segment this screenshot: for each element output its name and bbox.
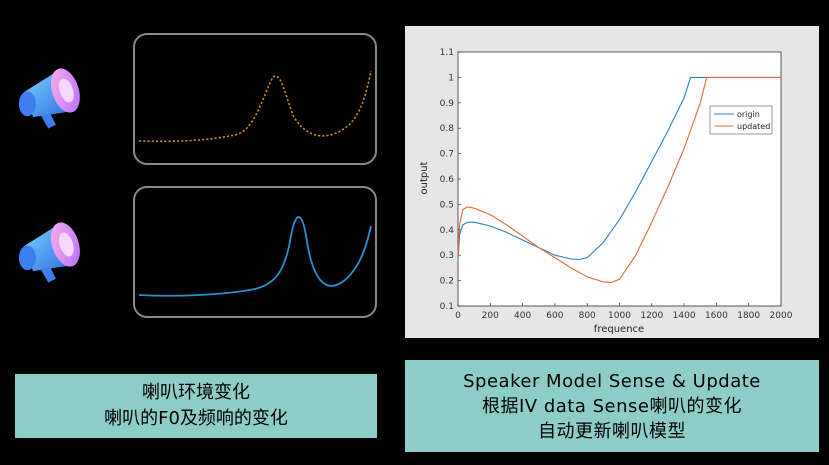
left-caption: 喇叭环境变化 喇叭的F0及频响的变化: [15, 374, 377, 438]
top-curve-panel: [133, 33, 377, 165]
legend-origin-label: origin: [737, 110, 760, 119]
y-axis-label: output: [419, 161, 430, 194]
top-curve-path: [138, 70, 372, 143]
x-tick-label: 400: [514, 311, 531, 321]
top-response-curve: [138, 70, 372, 143]
y-tick-label: 0.3: [440, 251, 454, 261]
y-tick-label: 0.2: [440, 277, 454, 287]
x-tick-label: 1200: [640, 311, 663, 321]
series-line-origin: [457, 76, 781, 261]
x-tick-label: 1600: [705, 311, 728, 321]
y-tick-label: 0.7: [440, 150, 454, 160]
y-tick-label: 1: [448, 73, 454, 83]
y-tick-label: 1.1: [440, 48, 454, 58]
right-caption-line3: 自动更新喇叭模型: [538, 420, 686, 442]
x-tick-label: 2000: [770, 311, 793, 321]
x-tick-label: 0: [455, 311, 461, 321]
x-tick-label: 200: [482, 311, 499, 321]
plot-area: [457, 51, 782, 307]
left-caption-line1: 喇叭环境变化: [142, 382, 250, 403]
x-tick-label: 1400: [673, 311, 696, 321]
y-tick-label: 0.6: [440, 175, 455, 185]
right-caption-line1: Speaker Model Sense & Update: [463, 370, 761, 392]
y-tick-label: 0.8: [440, 124, 455, 134]
x-axis-label: frequence: [594, 324, 644, 335]
x-tick-label: 1800: [737, 311, 760, 321]
x-tick-label: 1000: [608, 311, 631, 321]
y-tick-label: 0.9: [440, 99, 455, 109]
right-caption: Speaker Model Sense & Update 根据IV data S…: [405, 360, 819, 452]
model-plot-panel: 0.1 0.2 0.3 0.4 0.5 0.6 0.7 0.8 0.9 1 1.1 0 200 400 6…: [405, 26, 819, 338]
y-tick-label: 0.4: [440, 226, 455, 236]
left-caption-line2: 喇叭的F0及频响的变化: [104, 408, 288, 429]
legend-updated-label: updated: [737, 122, 770, 131]
megaphone-icon: [18, 68, 80, 129]
megaphone-icon: [18, 222, 80, 283]
output-vs-frequence-chart: 0.1 0.2 0.3 0.4 0.5 0.6 0.7 0.8 0.9 1 1.1 0 200 400 6…: [419, 48, 793, 335]
y-tick-label: 0.5: [440, 200, 454, 210]
bottom-curve-path: [138, 216, 372, 297]
right-caption-line2: 根据IV data Sense喇叭的变化: [482, 395, 742, 417]
x-tick-label: 800: [579, 311, 596, 321]
bottom-response-curve: [138, 216, 372, 297]
y-tick-label: 0.1: [440, 302, 454, 312]
x-tick-label: 600: [546, 311, 563, 321]
legend: origin updated: [709, 105, 773, 135]
series-line-updated: [457, 76, 781, 283]
bottom-curve-panel: [133, 186, 377, 318]
